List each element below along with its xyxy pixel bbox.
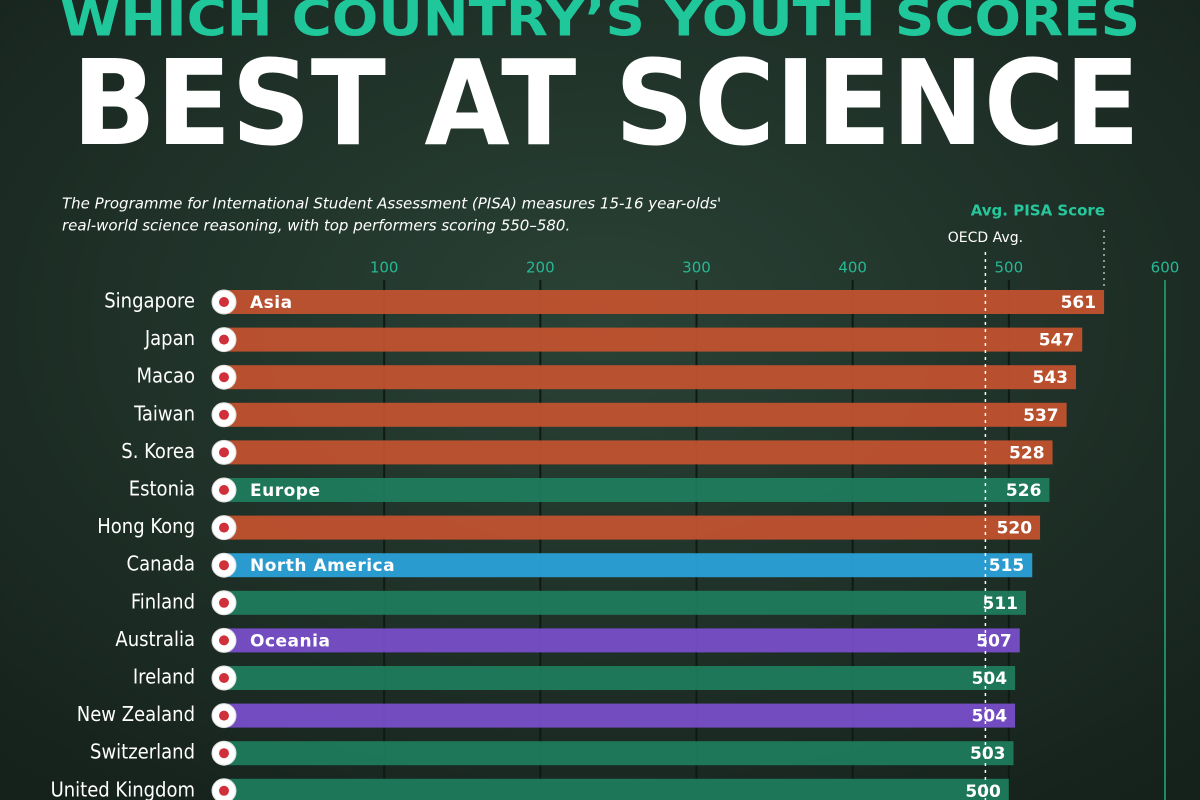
y-tick-label: S. Korea xyxy=(121,439,195,463)
bar xyxy=(228,553,1033,578)
y-tick-label: Singapore xyxy=(104,289,195,313)
bar xyxy=(228,440,1053,465)
y-tick-label: Finland xyxy=(131,589,195,613)
bar xyxy=(228,290,1105,314)
bar xyxy=(228,741,1014,766)
x-tick-label: 200 xyxy=(526,259,555,277)
value-label: 500 xyxy=(965,782,1001,800)
x-tick-label: 300 xyxy=(682,259,711,277)
bar xyxy=(228,327,1083,352)
x-axis-label: Avg. PISA Score xyxy=(971,202,1105,220)
flag-detail xyxy=(219,635,229,646)
legend-entry: Oceania xyxy=(250,631,330,651)
flag-detail xyxy=(219,710,229,721)
y-tick-label: Macao xyxy=(137,364,195,388)
y-tick-label: Hong Kong xyxy=(97,514,195,538)
flag-detail xyxy=(219,485,229,495)
bar xyxy=(228,365,1076,390)
value-label: 547 xyxy=(1039,331,1075,351)
value-label: 528 xyxy=(1009,443,1045,463)
x-tick-label: 500 xyxy=(995,259,1024,277)
y-tick-label: Estonia xyxy=(129,477,195,501)
value-label: 543 xyxy=(1032,368,1068,388)
y-tick-label: Australia xyxy=(115,627,195,651)
x-tick-label: 600 xyxy=(1151,259,1180,277)
flag-detail xyxy=(219,334,229,345)
flag-detail xyxy=(219,673,229,683)
bar xyxy=(228,778,1009,800)
subtitle: real-world science reasoning, with top p… xyxy=(62,217,570,235)
supertitle: WHICH COUNTRY’S YOUTH SCORES xyxy=(60,0,1140,48)
flag-detail xyxy=(219,560,229,571)
y-tick-label: Switzerland xyxy=(90,740,195,764)
value-label: 507 xyxy=(976,631,1012,651)
flag-detail xyxy=(219,522,229,533)
y-tick-label: Canada xyxy=(127,552,195,576)
flag-detail xyxy=(219,597,229,608)
y-tick-label: New Zealand xyxy=(77,702,195,726)
y-tick-label: Taiwan xyxy=(133,401,195,425)
bar xyxy=(228,628,1020,653)
flag-detail xyxy=(219,447,229,458)
x-tick-label: 400 xyxy=(838,259,867,277)
value-label: 537 xyxy=(1023,406,1059,426)
flag-detail xyxy=(219,297,229,307)
chart-title: BEST AT SCIENCE xyxy=(72,34,1140,172)
bar xyxy=(228,703,1016,728)
y-tick-label: Japan xyxy=(144,326,195,350)
bar xyxy=(228,515,1041,540)
value-label: 515 xyxy=(989,556,1025,576)
legend-entry: Asia xyxy=(250,293,293,313)
value-label: 504 xyxy=(972,669,1008,689)
x-tick-label: 100 xyxy=(370,259,399,277)
y-tick-label: United Kingdom xyxy=(51,777,195,800)
plot: 100 200 300 400 500 600 Singapore Japan Macao Tai… xyxy=(51,230,1180,800)
bar xyxy=(228,666,1016,690)
reference-label: OECD Avg. xyxy=(948,230,1023,246)
bar xyxy=(228,590,1027,615)
y-tick-label: Ireland xyxy=(133,665,195,689)
value-label: 520 xyxy=(997,519,1033,539)
value-label: 561 xyxy=(1061,293,1097,313)
subtitle: The Programme for International Student … xyxy=(62,195,721,213)
flag-detail xyxy=(219,785,229,796)
bar xyxy=(228,478,1050,502)
legend-entry: Europe xyxy=(250,481,320,501)
legend-entry: North America xyxy=(250,556,395,576)
value-label: 526 xyxy=(1006,481,1042,501)
value-label: 511 xyxy=(983,594,1019,614)
flag-detail xyxy=(219,748,229,759)
flag-detail xyxy=(219,372,229,383)
bar xyxy=(228,402,1067,427)
value-label: 504 xyxy=(972,707,1008,727)
value-label: 503 xyxy=(970,744,1006,764)
flag-detail xyxy=(219,409,229,420)
